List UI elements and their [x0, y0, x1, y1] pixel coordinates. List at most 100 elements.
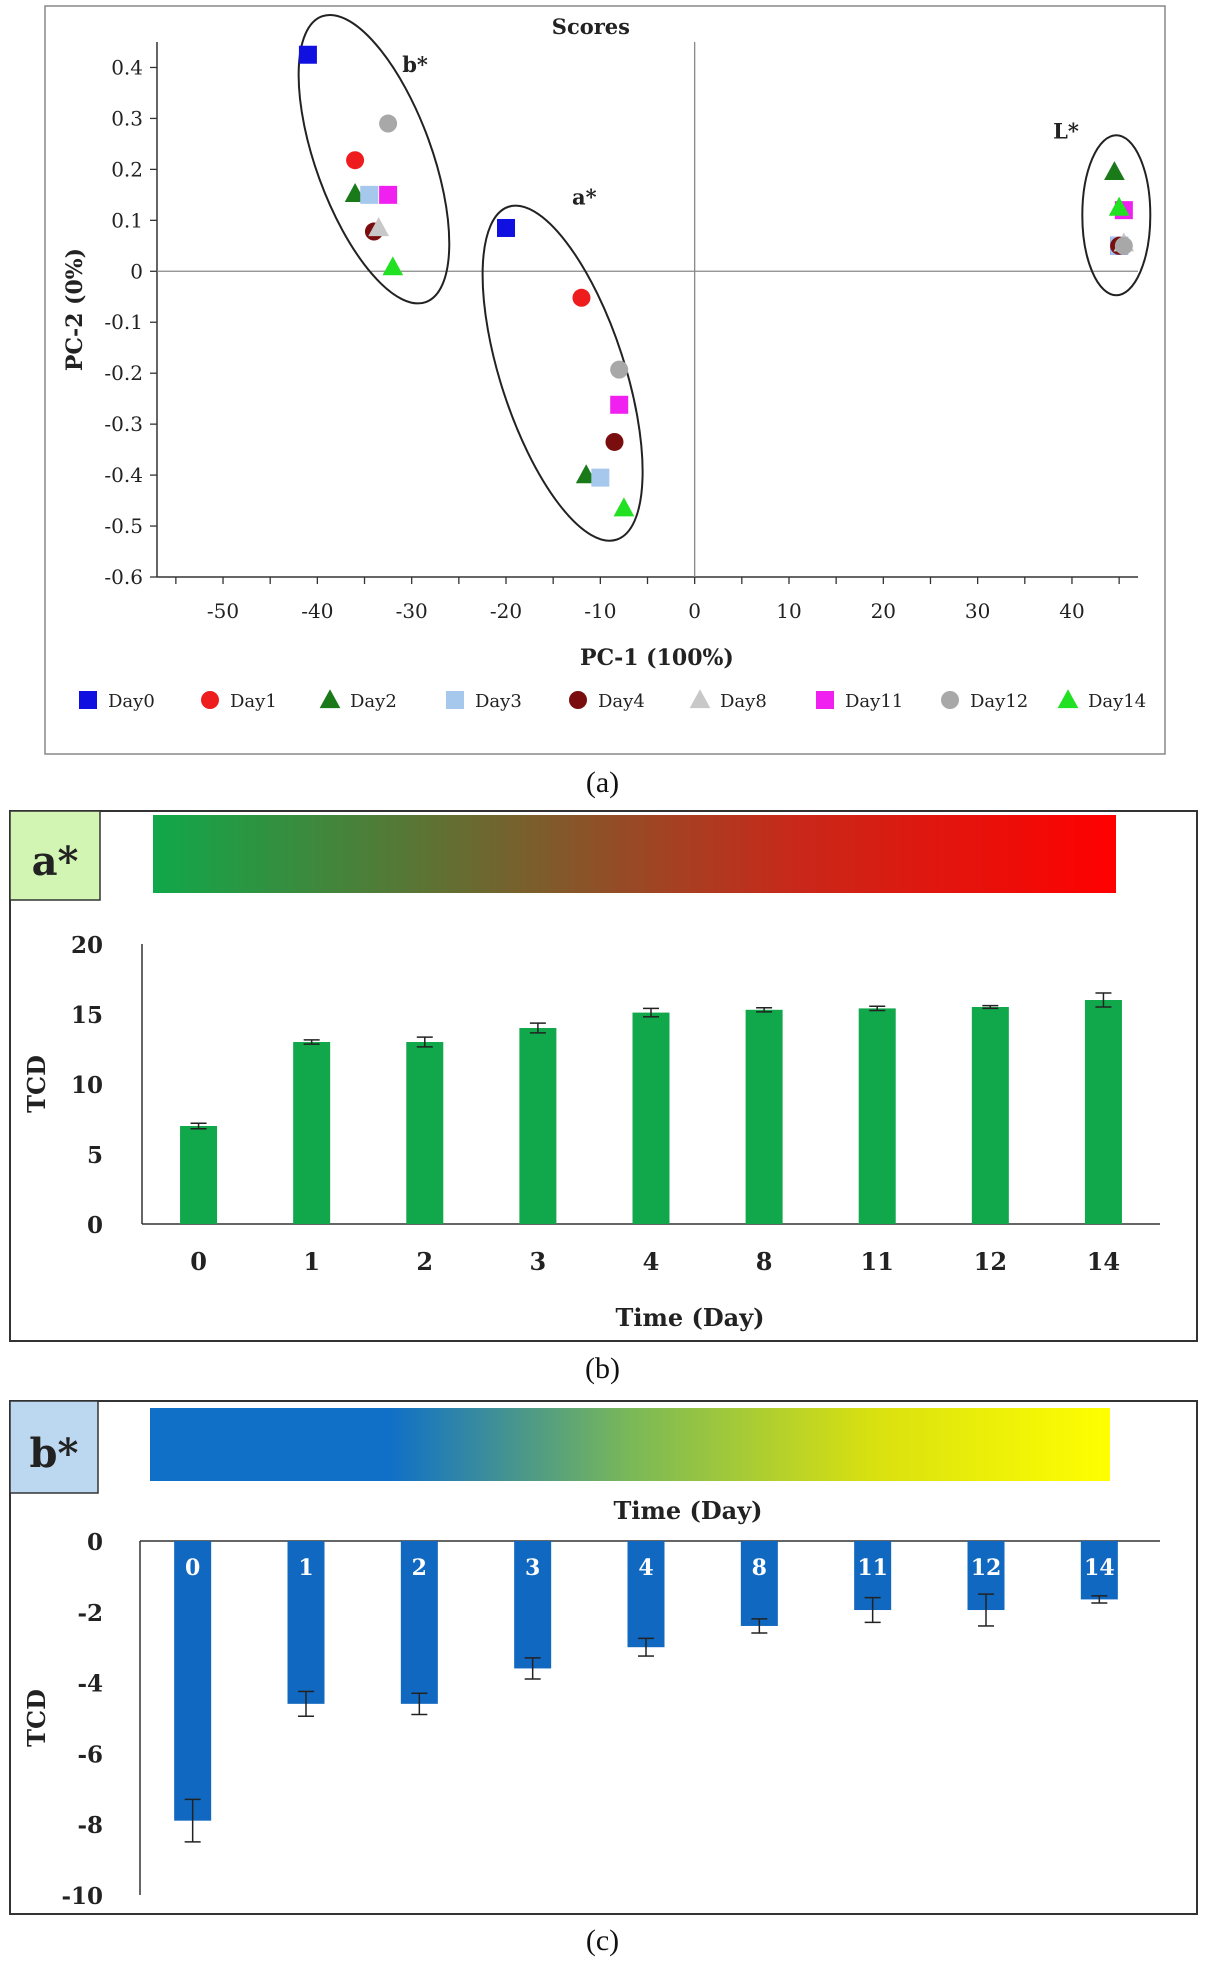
- y-axis-label: PC-2 (0%): [62, 248, 88, 371]
- x-tick-label: 10: [776, 599, 801, 623]
- x-axis-label: Time (Day): [615, 1303, 764, 1332]
- legend-marker-day12: [941, 691, 959, 709]
- legend-marker-day4: [569, 691, 587, 709]
- x-tick-label: 8: [756, 1247, 773, 1276]
- bar-day-3: [519, 1028, 557, 1224]
- point-day12: [610, 360, 629, 379]
- legend-label-day12: Day12: [970, 691, 1028, 712]
- bar-day-2: [400, 1541, 438, 1704]
- y-tick-label: -0.1: [104, 310, 143, 334]
- x-tick-label: 12: [974, 1247, 1007, 1276]
- bar-day-11: [858, 1008, 896, 1224]
- legend-label-day4: Day4: [598, 691, 645, 712]
- bar-day-4: [627, 1541, 665, 1648]
- y-axis-label: TCD: [22, 1055, 51, 1113]
- bar-day-label: 12: [971, 1555, 1002, 1581]
- bar-day-12: [971, 1007, 1009, 1224]
- bar-day-label: 2: [412, 1555, 427, 1581]
- chart-title: Scores: [552, 14, 630, 39]
- y-tick-label: -0.3: [104, 412, 143, 436]
- x-tick-label: -50: [207, 599, 239, 623]
- bar-day-1: [287, 1541, 325, 1704]
- legend-marker-day1: [201, 691, 219, 709]
- y-tick-label: 0.4: [111, 55, 143, 79]
- x-tick-label: -20: [490, 599, 522, 623]
- point-day14: [1108, 196, 1130, 216]
- caption-a: (a): [585, 766, 620, 799]
- y-tick-label: -0.2: [104, 361, 143, 385]
- y-tick-label: -0.5: [104, 514, 143, 538]
- legend-label-day8: Day8: [720, 691, 767, 712]
- y-tick-label: -2: [77, 1600, 103, 1627]
- bar-day-label: 8: [752, 1555, 767, 1581]
- badge-a-star: [9, 810, 101, 901]
- caption-b: (b): [585, 1352, 620, 1385]
- x-tick-label: -10: [584, 599, 616, 623]
- legend-marker-day8: [689, 689, 711, 709]
- y-tick-label: -6: [77, 1741, 103, 1768]
- x-tick-label: 11: [861, 1247, 894, 1276]
- bar-day-label: 1: [298, 1555, 313, 1581]
- x-tick-label: 2: [416, 1247, 433, 1276]
- group-ellipse-b: [297, 13, 451, 305]
- x-tick-label: 40: [1059, 599, 1084, 623]
- chart-a-frame: [44, 5, 1166, 755]
- y-tick-label: -0.4: [104, 463, 143, 487]
- x-tick-label: 4: [643, 1247, 660, 1276]
- caption-c: (c): [585, 1924, 620, 1957]
- group-label: L*: [1053, 118, 1079, 143]
- y-tick-label: 0: [130, 259, 143, 283]
- point-day11: [379, 185, 398, 204]
- y-tick-label: -4: [77, 1671, 103, 1698]
- y-tick-label: -0.6: [104, 565, 143, 589]
- point-day14: [613, 497, 635, 517]
- legend-label-day0: Day0: [108, 691, 155, 712]
- color-gradient-b: [150, 1408, 1110, 1481]
- group-ellipse-l: [1081, 134, 1152, 297]
- y-tick-label: 15: [71, 1002, 103, 1029]
- scores-scatter-chart: 0.4 0.3 0.2 0.1 0 -0.1 -0.2 -0.3 -0.4 -0.5 -0.6 -50…: [44, 5, 1166, 755]
- bar-day-label: 11: [857, 1555, 888, 1581]
- x-tick-label: 14: [1087, 1247, 1120, 1276]
- point-day3: [591, 468, 610, 487]
- point-day11: [610, 395, 629, 414]
- point-day2: [1104, 161, 1125, 181]
- y-tick-label: 5: [87, 1142, 103, 1169]
- badge-b-star: [9, 1400, 99, 1494]
- point-day12: [379, 114, 398, 133]
- group-label: a*: [572, 185, 597, 210]
- bar-day-label: 3: [525, 1555, 540, 1581]
- x-tick-label: 1: [303, 1247, 320, 1276]
- point-day8: [368, 217, 390, 237]
- group-ellipse-a: [481, 204, 644, 542]
- legend-label-day11: Day11: [845, 691, 903, 712]
- x-tick-label: 0: [190, 1247, 207, 1276]
- y-tick-label: 0.2: [111, 157, 143, 181]
- badge-a-star-label: a*: [32, 838, 79, 885]
- point-day12: [1114, 236, 1133, 255]
- y-tick-label: 0.3: [111, 106, 143, 130]
- x-axis-label: Time (Day): [613, 1496, 762, 1525]
- bar-day-label: 4: [638, 1555, 653, 1581]
- x-tick-label: -30: [396, 599, 428, 623]
- bar-day-label: 14: [1084, 1555, 1115, 1581]
- legend-label-day3: Day3: [475, 691, 522, 712]
- y-tick-label: -8: [77, 1812, 103, 1839]
- bar-day-2: [406, 1042, 444, 1224]
- y-tick-label: 0: [87, 1529, 103, 1556]
- legend-marker-day3: [446, 691, 464, 709]
- bar-day-1: [293, 1042, 331, 1224]
- point-day0: [298, 45, 317, 64]
- legend-label-day14: Day14: [1088, 691, 1146, 712]
- legend-label-day2: Day2: [350, 691, 397, 712]
- point-day4: [605, 432, 624, 451]
- x-tick-label: 3: [530, 1247, 547, 1276]
- badge-b-star-label: b*: [30, 1430, 79, 1477]
- point-day1: [572, 288, 591, 307]
- bar-day-3: [514, 1541, 552, 1669]
- y-tick-label: 0.1: [111, 208, 143, 232]
- point-day3: [360, 185, 379, 204]
- x-tick-label: 30: [965, 599, 990, 623]
